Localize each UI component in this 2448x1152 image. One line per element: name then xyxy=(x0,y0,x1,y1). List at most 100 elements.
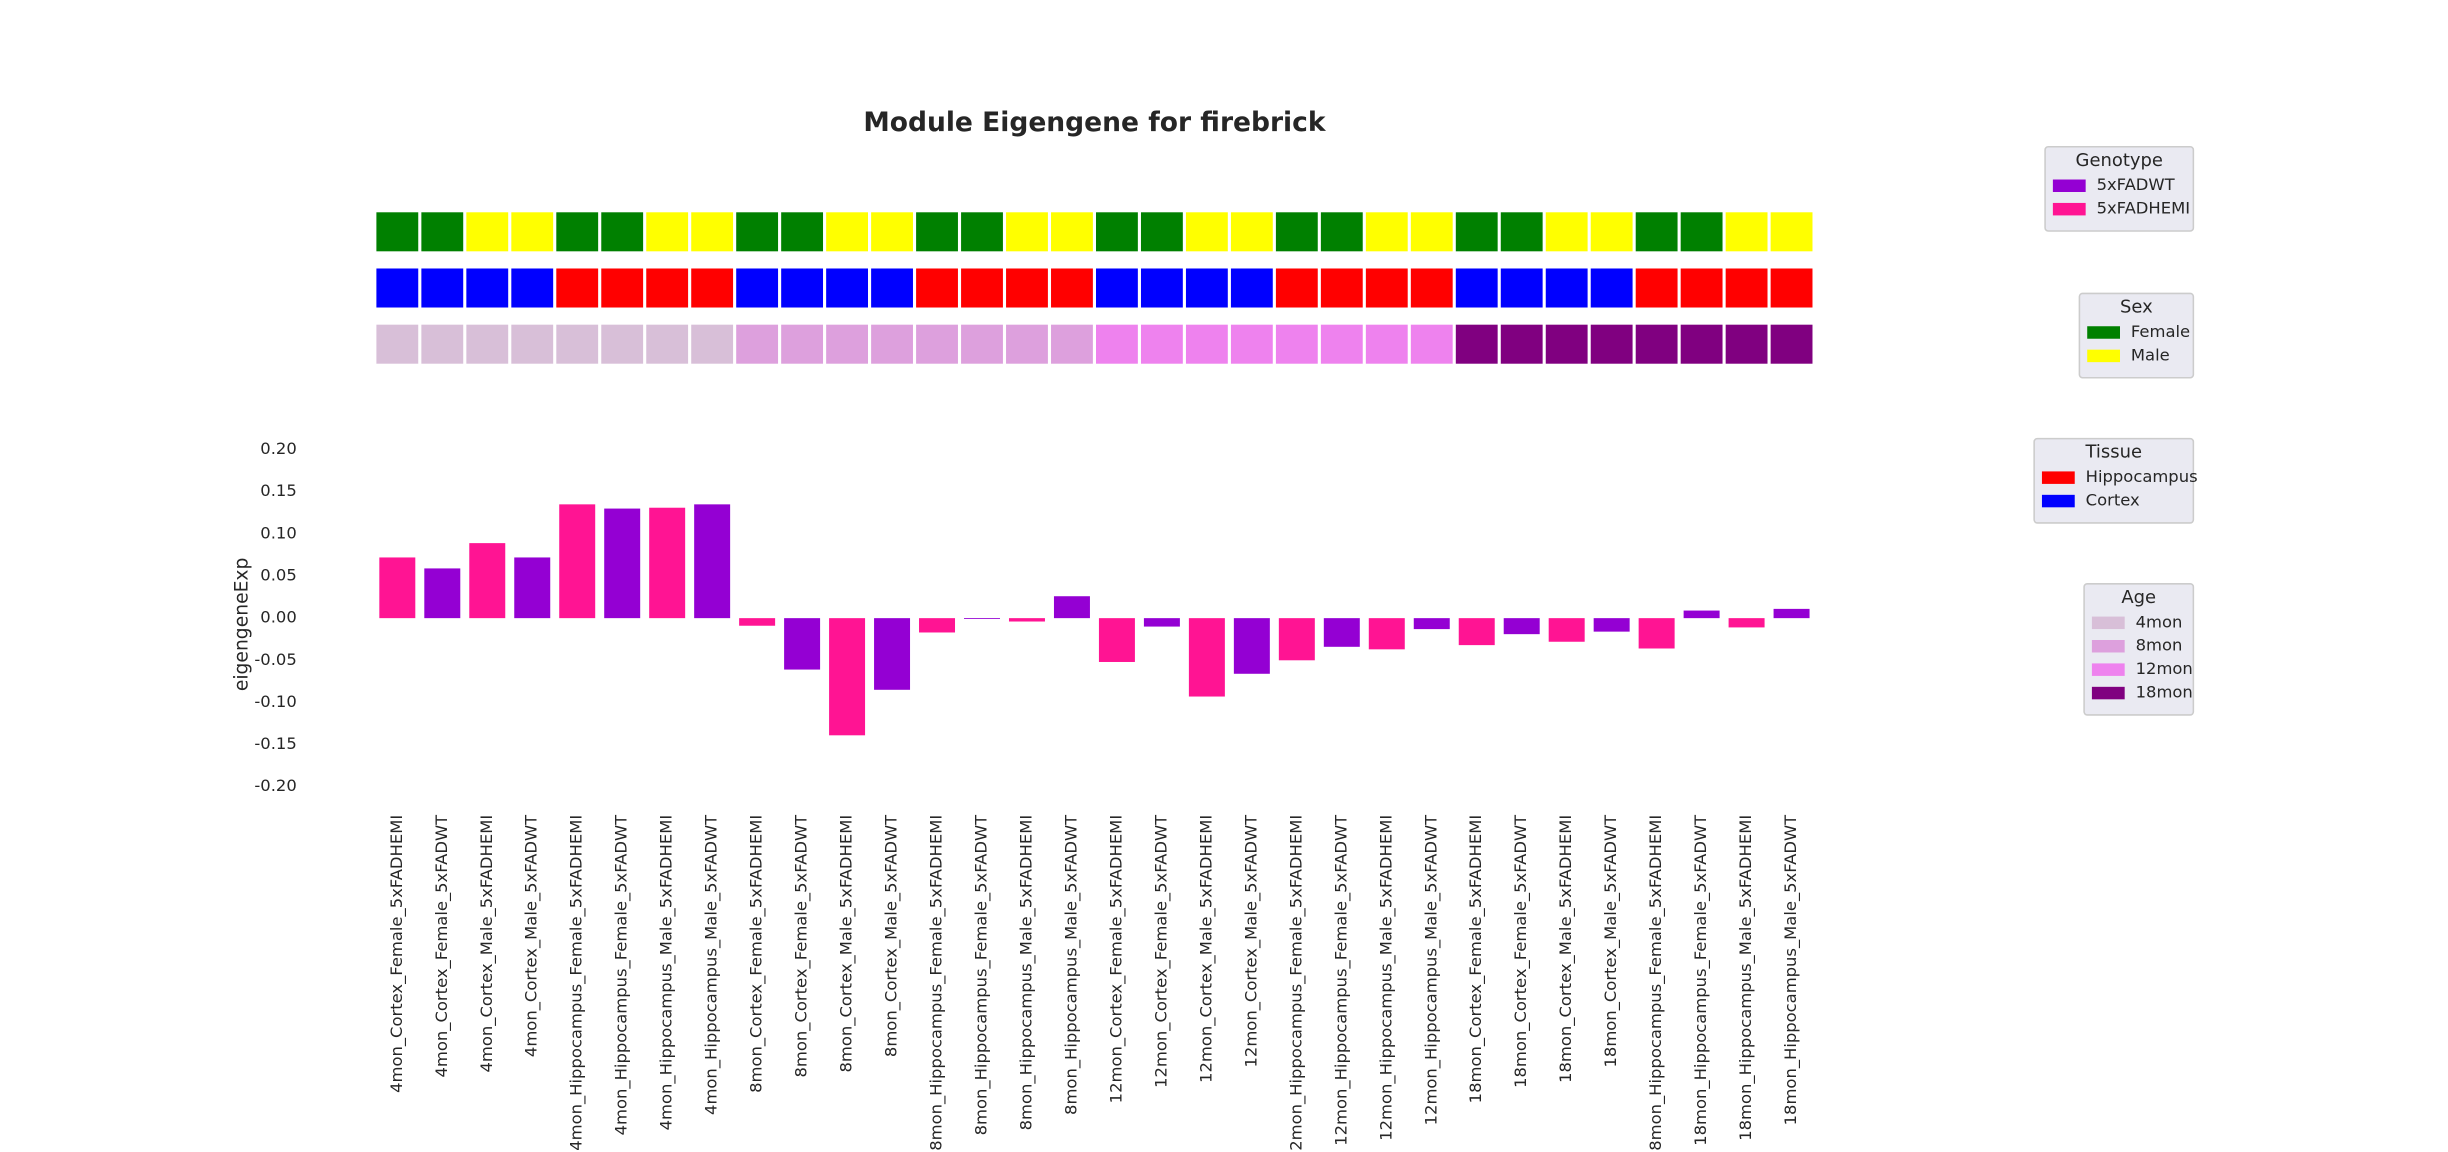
annotation-cell xyxy=(511,212,554,252)
x-tick-label: 12mon_Hippocampus_Female_5xFADWT xyxy=(1331,814,1351,1146)
x-tick-label: 18mon_Hippocampus_Female_5xFADHEMI xyxy=(1646,815,1666,1152)
legend-swatch xyxy=(2091,616,2125,630)
x-tick-label: 8mon_Hippocampus_Female_5xFADWT xyxy=(972,814,992,1136)
annotation-cell xyxy=(1185,212,1228,252)
annotation-cell xyxy=(511,268,554,308)
bar xyxy=(1278,618,1315,661)
legend-swatch xyxy=(2087,349,2120,363)
bar xyxy=(1503,618,1540,635)
annotation-cell xyxy=(691,324,734,364)
annotation-cell xyxy=(1500,212,1543,252)
annotation-cell xyxy=(916,324,958,364)
x-tick-label: 4mon_Cortex_Male_5xFADHEMI xyxy=(477,815,497,1073)
legend-label: Male xyxy=(2131,345,2170,364)
annotation-cell xyxy=(376,324,419,364)
annotation-cell xyxy=(1006,324,1048,364)
x-tick-label: 8mon_Hippocampus_Male_5xFADHEMI xyxy=(1016,815,1036,1131)
annotation-cell xyxy=(1096,324,1138,364)
annotation-cell xyxy=(781,324,824,364)
annotation-cell xyxy=(1635,268,1678,308)
bar xyxy=(469,543,506,619)
legend-swatch xyxy=(2091,686,2125,700)
annotation-cell xyxy=(1545,212,1588,252)
x-tick-label: 18mon_Cortex_Male_5xFADHEMI xyxy=(1556,815,1576,1083)
annotation-cell xyxy=(1230,268,1273,308)
x-tick-label: 8mon_Hippocampus_Male_5xFADWT xyxy=(1061,814,1081,1115)
annotation-cell xyxy=(466,324,509,364)
bar xyxy=(694,504,731,619)
y-tick-label: 0.00 xyxy=(260,608,296,627)
bar xyxy=(739,618,776,626)
annotation-cell xyxy=(1275,324,1318,364)
bar xyxy=(559,504,596,619)
x-tick-label: 18mon_Cortex_Male_5xFADWT xyxy=(1601,814,1621,1068)
x-tick-label: 8mon_Cortex_Female_5xFADWT xyxy=(792,814,812,1078)
annotation-cell xyxy=(646,324,689,364)
bar xyxy=(1188,618,1225,697)
annotation-cell xyxy=(601,212,644,252)
legend-title: Age xyxy=(2121,587,2156,608)
annotation-cell xyxy=(781,268,824,308)
legend-swatch xyxy=(2091,640,2125,653)
annotation-cell xyxy=(1770,212,1813,252)
annotation-cell xyxy=(556,268,599,308)
annotation-cell xyxy=(1500,324,1543,364)
legend-swatch xyxy=(2041,494,2075,508)
annotation-cell xyxy=(1185,324,1228,364)
bar xyxy=(1413,618,1450,630)
bar xyxy=(1233,618,1270,674)
annotation-cell xyxy=(1500,268,1543,308)
x-tick-label: 18mon_Hippocampus_Female_5xFADWT xyxy=(1691,814,1711,1146)
x-tick-label: 4mon_Hippocampus_Female_5xFADWT xyxy=(612,814,632,1136)
annotation-cell xyxy=(736,324,779,364)
legend-title: Tissue xyxy=(2085,442,2142,463)
annotation-cell xyxy=(1365,268,1408,308)
annotation-cell xyxy=(1320,268,1363,308)
bar xyxy=(1638,618,1675,649)
annotation-cell xyxy=(1680,268,1723,308)
x-tick-label: 8mon_Cortex_Male_5xFADWT xyxy=(882,814,902,1057)
annotation-cell xyxy=(1410,268,1453,308)
annotation-cell xyxy=(1590,268,1633,308)
y-tick-label: 0.05 xyxy=(260,566,296,585)
x-tick-label: 4mon_Hippocampus_Male_5xFADHEMI xyxy=(657,815,677,1131)
annotation-cell xyxy=(691,268,734,308)
x-tick-label: 18mon_Cortex_Female_5xFADWT xyxy=(1511,814,1531,1088)
annotation-cell xyxy=(1275,268,1318,308)
legend-swatch xyxy=(2041,471,2075,484)
annotation-cell xyxy=(1365,324,1408,364)
bar xyxy=(1008,618,1045,622)
annotation-cell xyxy=(646,212,689,252)
y-axis-label: eigengeneExp xyxy=(232,558,253,692)
annotation-cell xyxy=(1096,212,1138,252)
x-tick-label: 4mon_Cortex_Male_5xFADWT xyxy=(522,814,542,1057)
x-tick-label: 18mon_Hippocampus_Male_5xFADWT xyxy=(1781,814,1801,1126)
annotation-cell xyxy=(1275,212,1318,252)
bar xyxy=(424,568,461,619)
annotation-cell xyxy=(376,212,419,252)
annotation-cell xyxy=(1590,212,1633,252)
y-tick-label: 0.15 xyxy=(260,481,296,500)
annotation-cell xyxy=(1545,324,1588,364)
annotation-cell xyxy=(1140,324,1183,364)
bar xyxy=(514,557,551,619)
annotation-cell xyxy=(736,212,779,252)
annotation-cell xyxy=(961,324,1003,364)
annotation-cell xyxy=(421,324,464,364)
annotation-cell xyxy=(1635,212,1678,252)
bar xyxy=(1323,618,1360,647)
annotation-cell xyxy=(1140,268,1183,308)
annotation-cell xyxy=(1725,324,1768,364)
annotation-cell xyxy=(601,268,644,308)
bar xyxy=(379,557,416,619)
y-tick-label: -0.15 xyxy=(254,734,296,753)
legend-label: 5xFADWT xyxy=(2097,175,2176,194)
annotation-cell xyxy=(466,268,509,308)
annotation-cell xyxy=(1140,212,1183,252)
annotation-cell xyxy=(961,212,1003,252)
annotation-cell xyxy=(1770,268,1813,308)
annotation-cell xyxy=(1680,212,1723,252)
bar xyxy=(1053,596,1090,619)
x-tick-label: 4mon_Hippocampus_Female_5xFADHEMI xyxy=(567,815,587,1151)
annotation-cell xyxy=(1096,268,1138,308)
